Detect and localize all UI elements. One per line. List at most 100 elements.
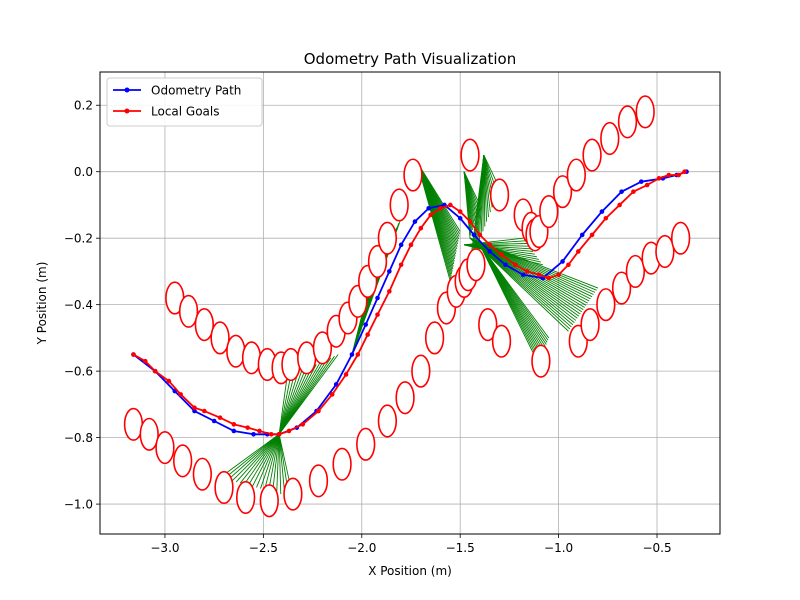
local-goal-ellipse: [377, 404, 398, 438]
connector-line: [278, 370, 303, 435]
local-goal-point: [152, 368, 158, 374]
plot-area-frame: [99, 71, 721, 535]
connector-line: [278, 434, 286, 496]
local-goal-ellipse: [192, 457, 213, 491]
local-goal-ellipse: [582, 138, 602, 172]
local-goal-point: [448, 202, 453, 208]
y-tick-label: 0.2: [74, 99, 93, 113]
local-goal-ellipse: [531, 344, 551, 378]
local-goal-point: [131, 352, 136, 357]
odometry-path-point: [192, 408, 197, 414]
local-goal-point: [666, 172, 672, 178]
local-goal-ellipse: [566, 158, 586, 192]
local-goal-ellipse: [625, 254, 646, 289]
legend-local-goals-marker: [124, 108, 130, 114]
odometry-path-point: [579, 232, 585, 238]
local-goal-ellipse: [489, 178, 510, 212]
connector-line: [264, 434, 280, 490]
odometry-path-point: [211, 418, 217, 424]
x-tick-label: −2.5: [249, 541, 278, 555]
y-axis-label: Y Position (m): [35, 262, 49, 346]
legend: Odometry Path Local Goals: [106, 77, 263, 127]
x-tick-label: −1.5: [446, 541, 475, 555]
y-tick-label: −0.2: [64, 232, 93, 246]
local-goal-ellipse: [332, 447, 352, 481]
local-goal-ellipse: [214, 470, 234, 505]
connector-line: [278, 434, 282, 495]
local-goal-ellipse: [466, 248, 486, 282]
connector-line: [278, 376, 292, 435]
local-goal-ellipse: [552, 175, 573, 209]
local-goal-point: [178, 392, 183, 397]
odometry-path-point: [638, 179, 644, 184]
local-goal-point: [387, 289, 392, 294]
connector-line: [278, 354, 339, 435]
local-goal-ellipse: [283, 477, 303, 511]
local-goal-point: [268, 431, 274, 437]
legend-box: [106, 77, 263, 127]
local-goal-point: [656, 176, 662, 181]
legend-odometry-label: Odometry Path: [151, 84, 241, 98]
local-goal-point: [467, 219, 473, 224]
local-goal-point: [276, 431, 282, 437]
local-goal-point: [631, 189, 636, 194]
local-goal-point: [398, 262, 404, 268]
odometry-path-point: [487, 249, 493, 254]
local-goal-ellipse: [395, 381, 415, 415]
odometry-path-point: [619, 189, 624, 194]
odometry-path-point: [471, 232, 477, 238]
local-goal-ellipse: [611, 271, 632, 305]
local-goal-ellipse: [478, 308, 498, 342]
local-goal-point: [355, 352, 361, 357]
local-goal-ellipse: [635, 95, 655, 129]
local-goal-ellipse: [389, 188, 409, 222]
odometry-path-point: [599, 209, 605, 214]
connector-line: [243, 434, 280, 485]
odometry-path-line: [132, 170, 687, 436]
connector-line: [231, 433, 280, 482]
local-goal-ellipse: [580, 308, 600, 342]
connector-line: [268, 434, 280, 491]
local-goal-point: [546, 275, 552, 281]
local-goal-ellipse: [155, 430, 175, 465]
local-goal-ellipse: [281, 347, 301, 382]
local-goal-ellipse: [312, 331, 333, 365]
local-goal-ellipse: [596, 288, 616, 322]
local-goal-ellipse: [424, 321, 445, 355]
local-goal-point: [682, 169, 687, 175]
x-tick-label: −2.0: [347, 541, 376, 555]
local-goal-ellipse: [367, 244, 388, 279]
local-goal-point: [536, 272, 542, 278]
connector-line: [260, 434, 280, 489]
local-goal-point: [575, 249, 581, 254]
local-goal-ellipses: [123, 95, 691, 518]
connector-line: [219, 433, 280, 478]
y-axis-ticks: 0.2 0.0 −0.2 −0.4 −0.6 −0.8 −1.0: [64, 99, 100, 512]
odometry-path-point: [398, 242, 404, 248]
local-goal-point: [375, 312, 380, 317]
connector-line: [272, 434, 280, 492]
local-goal-ellipse: [403, 158, 423, 192]
connector-line: [223, 433, 280, 479]
local-goal-point: [556, 272, 561, 278]
x-axis-ticks: −3.0 −2.5 −2.0 −1.5 −1.0 −0.5: [150, 534, 672, 555]
local-goal-point: [217, 415, 223, 420]
local-goal-point: [245, 425, 250, 430]
connector-line: [235, 433, 280, 483]
connector-line: [278, 374, 295, 435]
local-goal-point: [202, 408, 207, 414]
local-goal-ellipse: [411, 354, 431, 388]
odometry-path-point: [426, 205, 431, 211]
local-goal-ellipse: [139, 417, 159, 451]
local-goal-ellipse: [210, 321, 230, 355]
y-tick-label: 0.0: [74, 165, 93, 179]
local-goal-ellipse: [308, 464, 329, 498]
connector-line: [464, 237, 524, 246]
local-goal-point: [644, 182, 650, 188]
y-tick-label: −1.0: [64, 498, 93, 512]
connector-line: [256, 434, 280, 488]
connector-line: [239, 434, 280, 484]
odometry-path-point: [560, 259, 565, 264]
local-goal-point: [603, 215, 609, 221]
